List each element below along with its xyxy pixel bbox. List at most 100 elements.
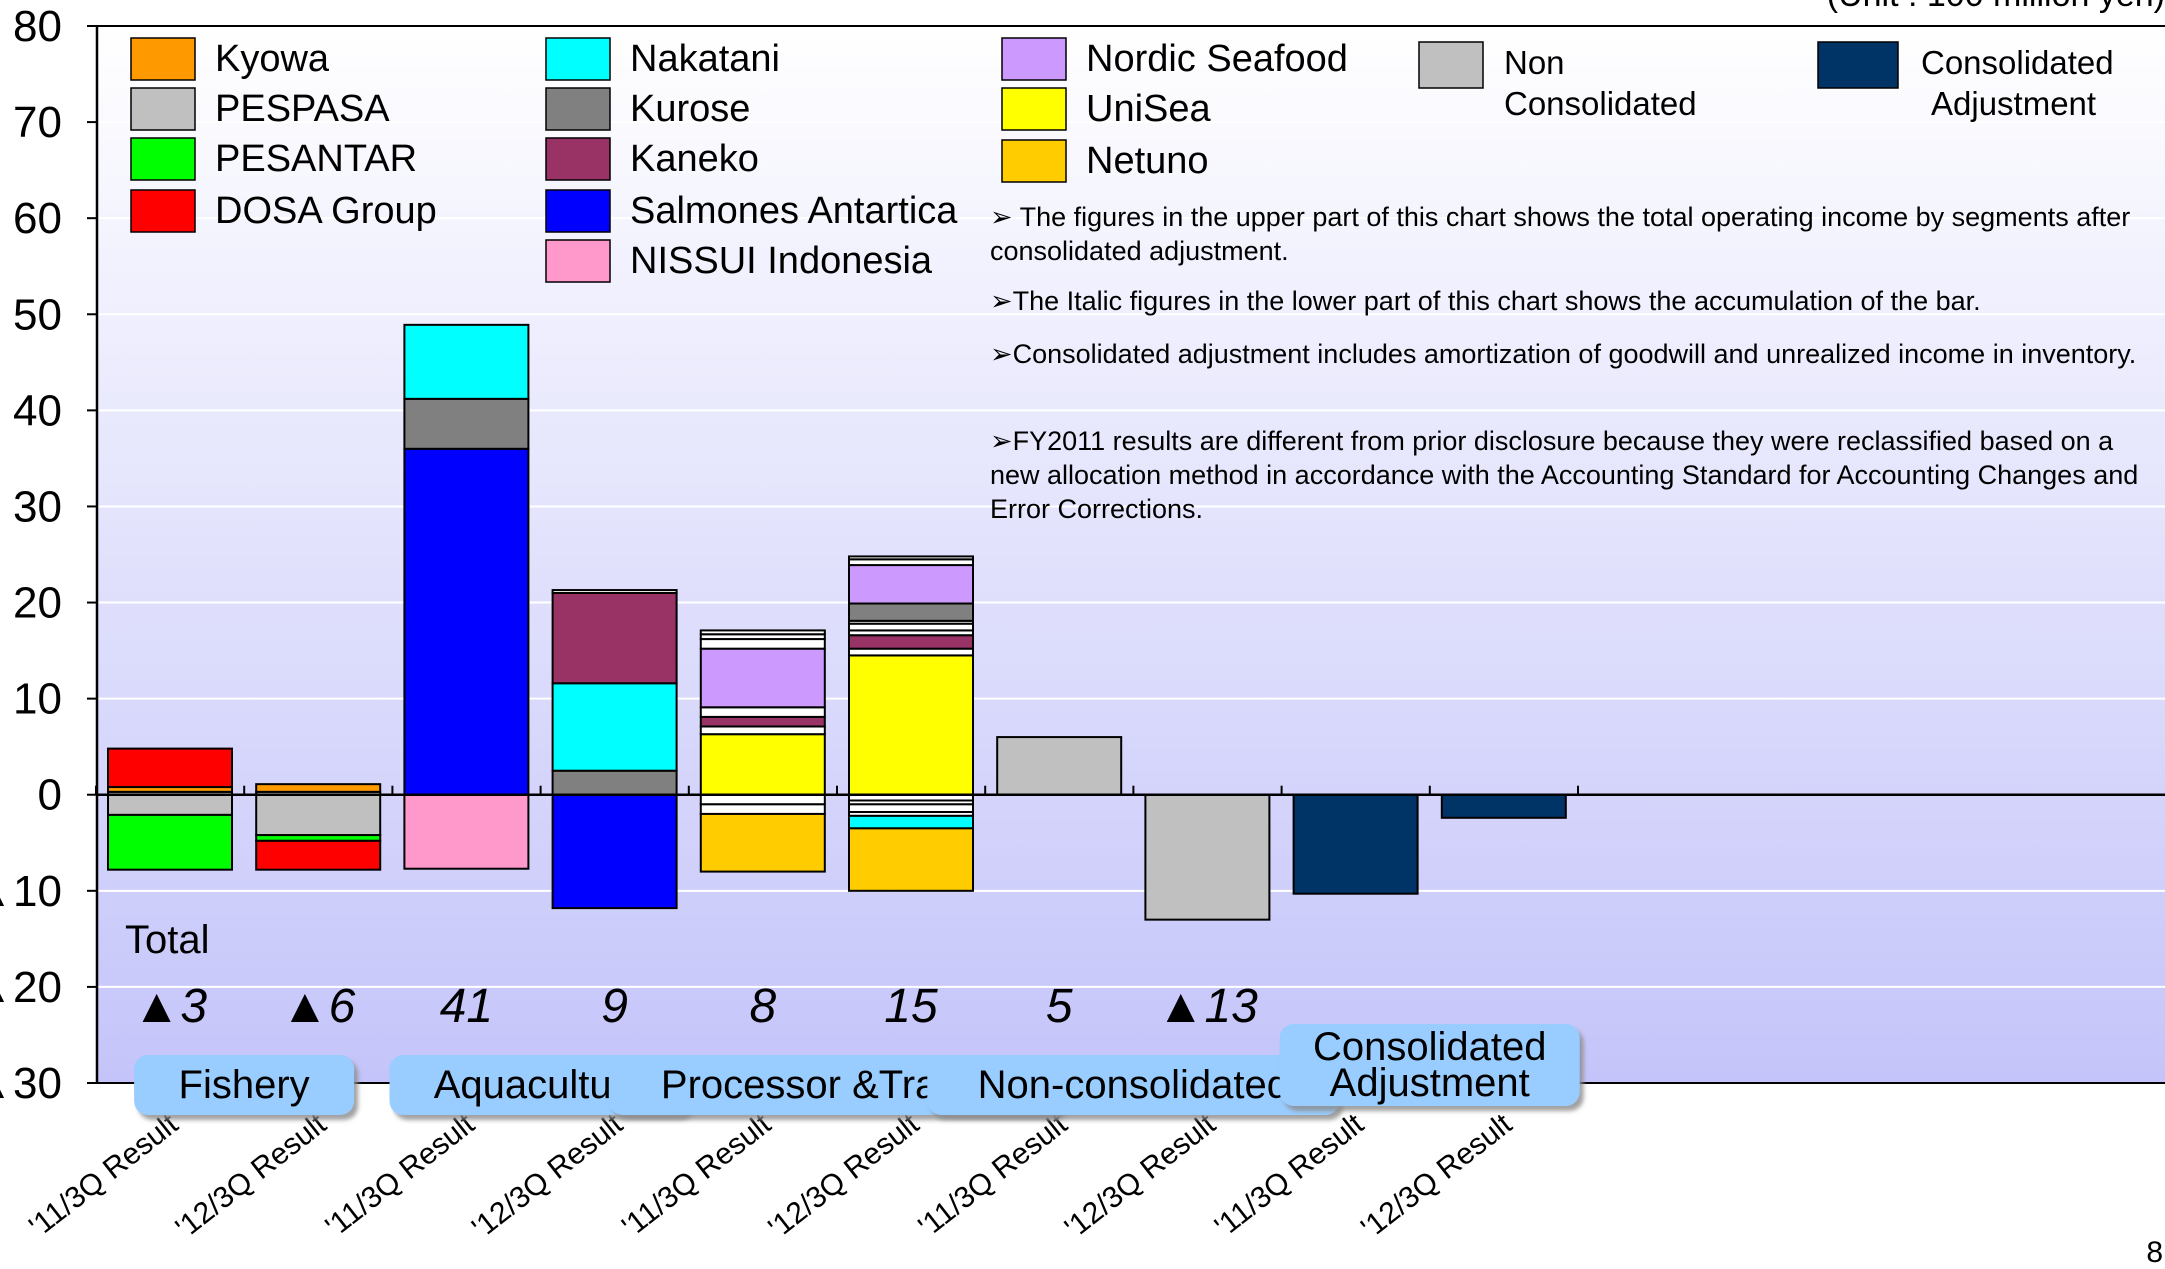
y-tick-label: 60: [13, 194, 62, 243]
legend-label: Kyowa: [215, 38, 330, 80]
legend-label: Non: [1504, 44, 1565, 81]
legend-swatch: [130, 37, 196, 81]
legend: Kyowa PESPASA PESANTAR DOSA Group Nakatani Ku…: [130, 37, 2114, 283]
total-value: ▲13: [1157, 980, 1258, 1033]
legend-swatch: [1001, 87, 1067, 131]
bars-group: [107, 323, 1567, 921]
bar-segment: [996, 736, 1123, 796]
y-tick-label: 0: [38, 771, 62, 820]
bar-segment: [699, 793, 826, 806]
total-value: ▲3: [133, 980, 208, 1033]
legend-label: Adjustment: [1931, 85, 2096, 122]
bar-segment: [848, 634, 974, 650]
total-value: 15: [884, 980, 938, 1033]
legend-swatch: [545, 137, 611, 181]
bar-segment: [551, 682, 678, 772]
bar-segment: [551, 589, 678, 594]
bar-segment: [699, 638, 826, 650]
note-1: ➢ The figures in the upper part of this …: [990, 202, 2131, 266]
bar-segment: [1144, 793, 1271, 921]
legend-label: Kaneko: [630, 138, 759, 180]
segment-labels: Fishery Aquaculture Processor &TradingNon-…: [134, 1024, 1580, 1115]
total-value: 8: [749, 980, 776, 1033]
legend-swatch: [130, 189, 196, 233]
legend-swatch: [545, 189, 611, 233]
legend-label: Netuno: [1086, 140, 1209, 182]
bar-segment: [403, 793, 530, 870]
legend-label: NISSUI Indonesia: [630, 240, 933, 282]
bar-segment: [848, 555, 974, 561]
x-tick-label: '12/3Q Result: [1059, 1107, 1222, 1245]
y-tick-label: 70: [13, 98, 62, 147]
bar-segment: [551, 793, 678, 910]
y-tick-label: 40: [13, 386, 62, 435]
unit-label: (Unit : 100 million yen): [1827, 0, 2165, 14]
bar-segment: [699, 725, 826, 736]
legend-label: Consolidated: [1504, 85, 1697, 122]
total-value: 5: [1046, 980, 1073, 1033]
bar-segment: [699, 715, 826, 728]
x-tick-label: '12/3Q Result: [170, 1107, 333, 1245]
total-value: 9: [601, 980, 628, 1033]
x-tick-label: '12/3Q Result: [762, 1107, 925, 1245]
total-value: 41: [440, 980, 493, 1033]
bar-segment: [107, 813, 233, 871]
bar-segment: [1440, 793, 1567, 819]
bar-segment: [551, 591, 678, 685]
bar-segment: [403, 447, 530, 796]
legend-label: PESPASA: [215, 88, 390, 130]
legend-label: Kurose: [630, 88, 750, 130]
total-value: ▲6: [281, 980, 356, 1033]
bar-segment: [848, 654, 974, 796]
note-2: ➢The Italic figures in the lower part of…: [990, 286, 1981, 316]
legend-swatch: [130, 87, 196, 131]
bar-segment: [848, 602, 974, 622]
legend-swatch: [1418, 41, 1484, 89]
bar-segment: [848, 564, 974, 605]
bar-segment: [255, 793, 382, 837]
segment-label: Non-consolidated: [978, 1063, 1289, 1107]
legend-label: DOSA Group: [215, 190, 437, 232]
legend-label: PESANTAR: [215, 138, 417, 180]
y-tick-label: ▲10: [0, 867, 62, 916]
bar-segment: [848, 803, 974, 814]
x-tick-label: '11/3Q Result: [1209, 1107, 1371, 1243]
segment-label-box: Non-consolidated: [927, 1055, 1340, 1115]
note-4: ➢FY2011 results are different from prior…: [990, 426, 2139, 524]
legend-swatch: [130, 137, 196, 181]
total-label: Total: [125, 918, 210, 962]
y-tick-label: 80: [13, 2, 62, 51]
legend-swatch: [1817, 41, 1899, 89]
legend-swatch: [1001, 139, 1067, 183]
y-tick-label: 10: [13, 675, 62, 724]
y-tick-label: 20: [13, 579, 62, 628]
bar-segment: [699, 812, 826, 873]
bar-segment: [551, 769, 678, 796]
segment-label-line: Consolidated: [1313, 1025, 1547, 1069]
bar-segment: [403, 323, 530, 400]
bar-segment: [699, 706, 826, 718]
y-tick-label: 30: [13, 482, 62, 531]
segment-box: [927, 1055, 1340, 1115]
legend-swatch: [545, 87, 611, 131]
y-axis-ticks: 80 70 60 50 40 30 20 10 0 ▲10 ▲20 ▲30: [0, 2, 97, 1108]
zero-axis: [95, 785, 2165, 796]
y-tick-label: 50: [13, 290, 62, 339]
segment-box: [1279, 1024, 1580, 1106]
segment-label: Fishery: [179, 1063, 310, 1107]
legend-swatch: [545, 37, 611, 81]
bar-segment: [107, 793, 233, 816]
legend-label: Nordic Seafood: [1086, 38, 1348, 80]
bar-segment: [1292, 793, 1419, 895]
bar-segment: [699, 647, 826, 709]
legend-label: UniSea: [1086, 88, 1211, 130]
legend-label: Salmones Antartica: [630, 190, 958, 232]
bar-segment: [107, 747, 233, 789]
bar-segment: [848, 827, 974, 892]
bar-segment: [255, 783, 382, 793]
bar-segment: [848, 647, 974, 657]
legend-swatch: [1001, 37, 1067, 81]
x-tick-label: '12/3Q Result: [466, 1107, 629, 1245]
